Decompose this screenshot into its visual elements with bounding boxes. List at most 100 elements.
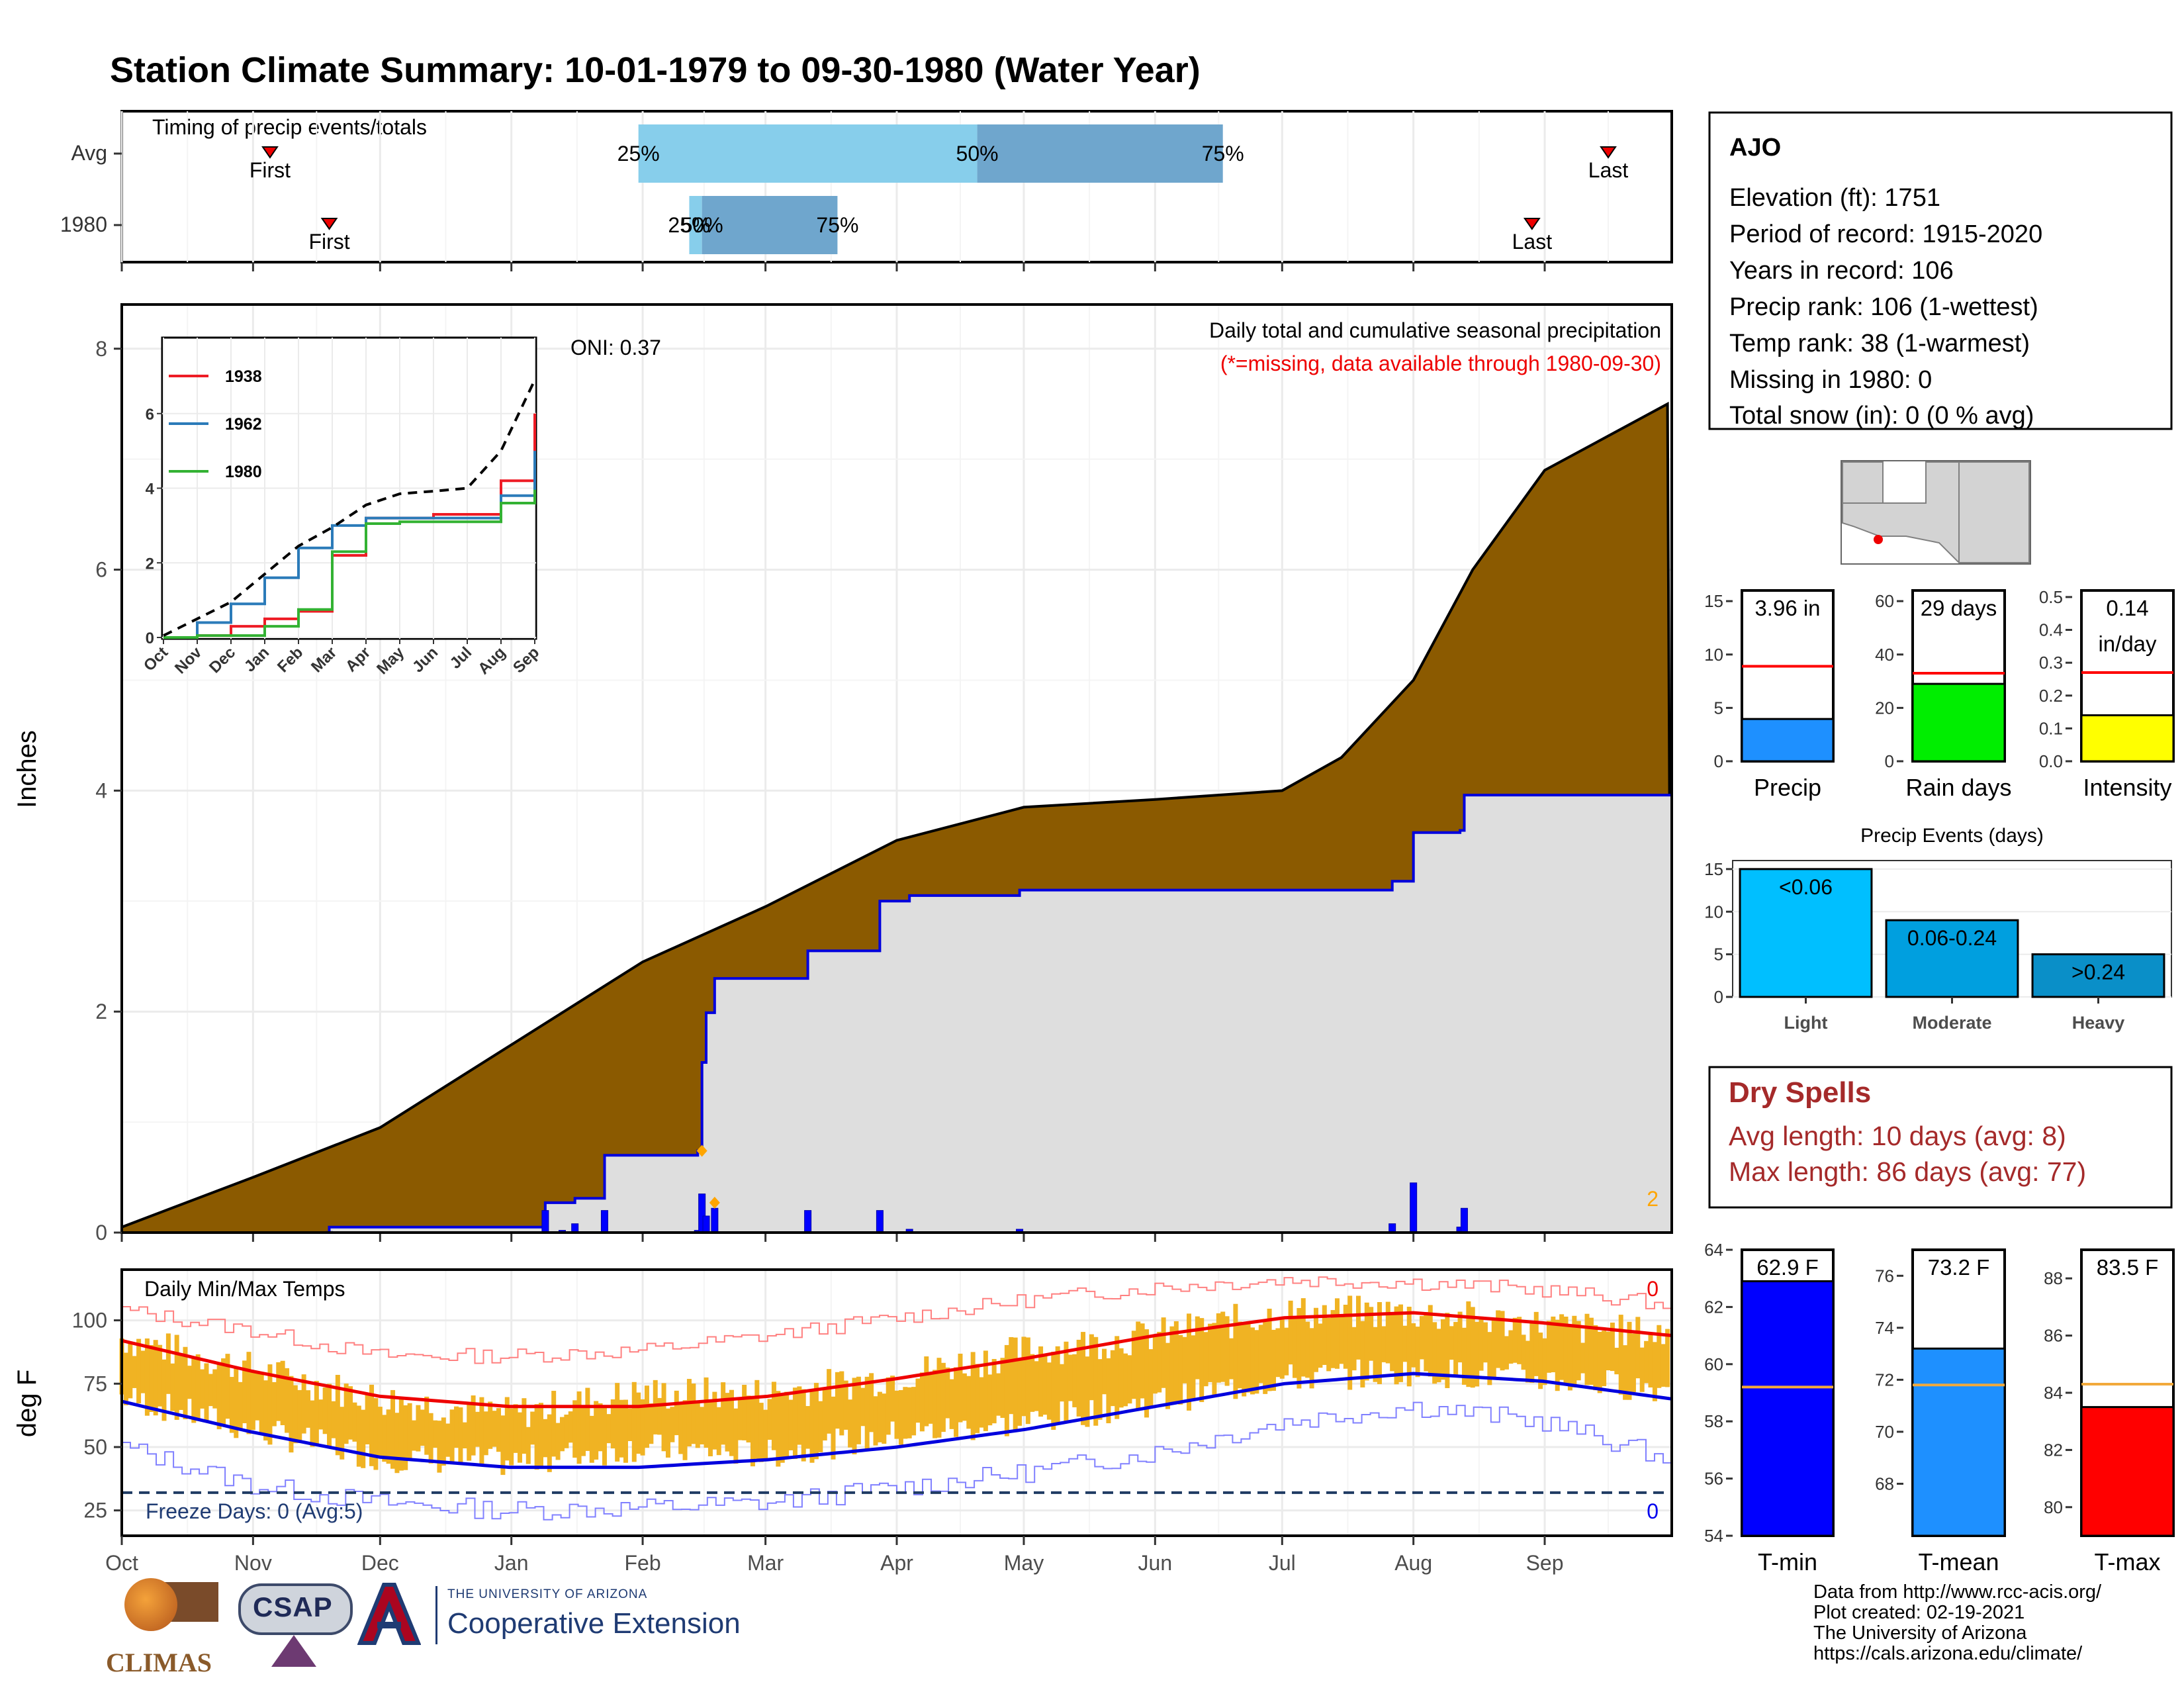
daily-temp-bar (780, 1393, 785, 1463)
daily-temp-bar (1097, 1359, 1103, 1420)
daily-temp-bar (293, 1385, 298, 1444)
daily-temp-bar (517, 1412, 522, 1463)
tmin-chart: 54 56 58 60 62 64 62.9 F T-min (1704, 1240, 1835, 1575)
precip-y-tick-label: 10 (1704, 645, 1723, 665)
tmax-y-tick-label: 88 (2044, 1268, 2063, 1288)
daily-temp-bar (1300, 1298, 1306, 1377)
daily-temp-bar (1610, 1322, 1615, 1372)
daily-temp-bar (1470, 1307, 1475, 1388)
footer-university: The University of Arizona (1813, 1622, 2027, 1644)
precip-y-tick-label: 0 (95, 1221, 107, 1244)
daily-temp-bar (1593, 1325, 1598, 1391)
daily-temp-bar (864, 1376, 870, 1450)
precip-caption: Daily total and cumulative seasonal prec… (1209, 318, 1661, 342)
events-y-tick-label: 15 (1704, 859, 1723, 879)
intensity-y-tick-label: 0.2 (2039, 686, 2063, 706)
tmean-y-tick-label: 74 (1875, 1318, 1894, 1338)
station-location-marker (1874, 535, 1883, 544)
daily-temp-bar (1496, 1310, 1501, 1368)
timing-50-75-bar (702, 196, 838, 254)
daily-temp-bar (1402, 1325, 1408, 1362)
heavy-event-marker (709, 1196, 720, 1209)
daily-temp-bar (462, 1422, 467, 1449)
footer-credits: Data from http://www.rcc-acis.org/ Plot … (1813, 1582, 2101, 1664)
events-y-tick-label: 0 (1714, 987, 1723, 1007)
timing-row-avg-label: Avg (71, 141, 107, 165)
daily-temp-bar (238, 1382, 243, 1430)
daily-temp-bar (1060, 1364, 1065, 1402)
daily-temp-bar (1089, 1334, 1094, 1401)
temperature-y-axis-label: deg F (13, 1370, 42, 1437)
daily-temp-bar (1533, 1311, 1539, 1376)
tmean-value-bar (1911, 1347, 2006, 1537)
daily-temp-bar (361, 1409, 366, 1468)
daily-temp-bar (343, 1383, 349, 1444)
daily-temp-bar (1343, 1305, 1348, 1369)
precip-y-tick-label: 2 (95, 1000, 107, 1023)
timing-50-75-bar (977, 124, 1223, 183)
daily-temp-bar (1102, 1348, 1107, 1395)
daily-temp-bar (322, 1387, 328, 1434)
precip-value-label: 3.96 in (1754, 596, 1820, 620)
month-axis-label: Oct (105, 1551, 138, 1575)
daily-temp-bar (271, 1382, 277, 1427)
daily-temp-bar (1606, 1331, 1611, 1371)
daily-temp-bar (128, 1342, 133, 1399)
daily-temp-bar (936, 1358, 942, 1438)
daily-temp-bar (695, 1401, 700, 1448)
tmin-value-label: 62.9 F (1756, 1255, 1819, 1280)
daily-temp-bar (568, 1411, 573, 1443)
timing-label: Timing of precip events/totals (152, 115, 427, 139)
daily-temp-bar (331, 1401, 336, 1438)
daily-temp-bar (750, 1395, 755, 1467)
daily-temp-bar (1284, 1327, 1289, 1376)
daily-temp-bar (1563, 1316, 1569, 1383)
tmax-chart: 80 82 84 86 88 83.5 F T-max (2044, 1248, 2175, 1575)
daily-temp-bar (585, 1387, 590, 1451)
daily-temp-bar (174, 1335, 179, 1420)
daily-temp-bar (144, 1338, 150, 1416)
daily-temp-bar (1025, 1337, 1030, 1425)
daily-temp-bar (594, 1401, 599, 1460)
daily-temp-bar (267, 1364, 273, 1445)
station-info-box: AJO Elevation (ft): 1751 Period of recor… (1708, 111, 2173, 430)
daily-temp-bar (1068, 1354, 1073, 1401)
daily-temp-bar (1334, 1298, 1340, 1369)
events-bar (1739, 868, 1873, 998)
daily-temp-bar (525, 1427, 531, 1464)
inset-y-tick-label: 2 (146, 555, 154, 573)
daily-temp-bar (1504, 1336, 1509, 1370)
daily-temp-bar (991, 1358, 997, 1424)
daily-temp-bar (170, 1363, 175, 1411)
daily-temp-bar (424, 1396, 430, 1455)
tmin-axis-name: T-min (1758, 1548, 1817, 1575)
daily-temp-bar (212, 1369, 218, 1409)
daily-temp-bar (704, 1377, 709, 1448)
temperature-panel: 25 50 75 100 Oct Nov Dec Jan Feb Mar Apr May Jun Jul… (13, 1268, 1673, 1575)
daily-temp-bar (1271, 1329, 1277, 1391)
daily-temp-bar (1546, 1321, 1551, 1373)
daily-temp-bar (776, 1391, 781, 1467)
daily-temp-bar (1347, 1295, 1353, 1390)
daily-temp-bar (1046, 1362, 1052, 1420)
footer-data-source: Data from http://www.rcc-acis.org/ (1813, 1581, 2102, 1603)
dry-spells-max-length: Max length: 86 days (avg: 77) (1729, 1156, 2086, 1187)
daily-temp-bar (958, 1353, 963, 1423)
daily-temp-bar (983, 1350, 988, 1431)
inset-legend-label: 1938 (225, 367, 262, 386)
daily-temp-bar (572, 1400, 578, 1458)
daily-temp-bar (1297, 1307, 1302, 1389)
normal-min-line (121, 1372, 1672, 1470)
daily-temp-bar (1322, 1305, 1327, 1365)
daily-temp-bar (365, 1394, 370, 1444)
climas-logo: CLIMAS (106, 1575, 225, 1677)
daily-temp-bar (441, 1417, 446, 1466)
tmin-y-tick-label: 58 (1704, 1411, 1723, 1431)
daily-temp-bar (1292, 1316, 1297, 1378)
daily-temp-bar (1461, 1327, 1467, 1385)
daily-temp-bar (1517, 1317, 1522, 1364)
daily-temp-bar (1432, 1322, 1437, 1384)
station-info-frame (1708, 111, 2173, 430)
daily-temp-bar (882, 1393, 887, 1444)
timing-25-label: 25% (668, 213, 710, 237)
